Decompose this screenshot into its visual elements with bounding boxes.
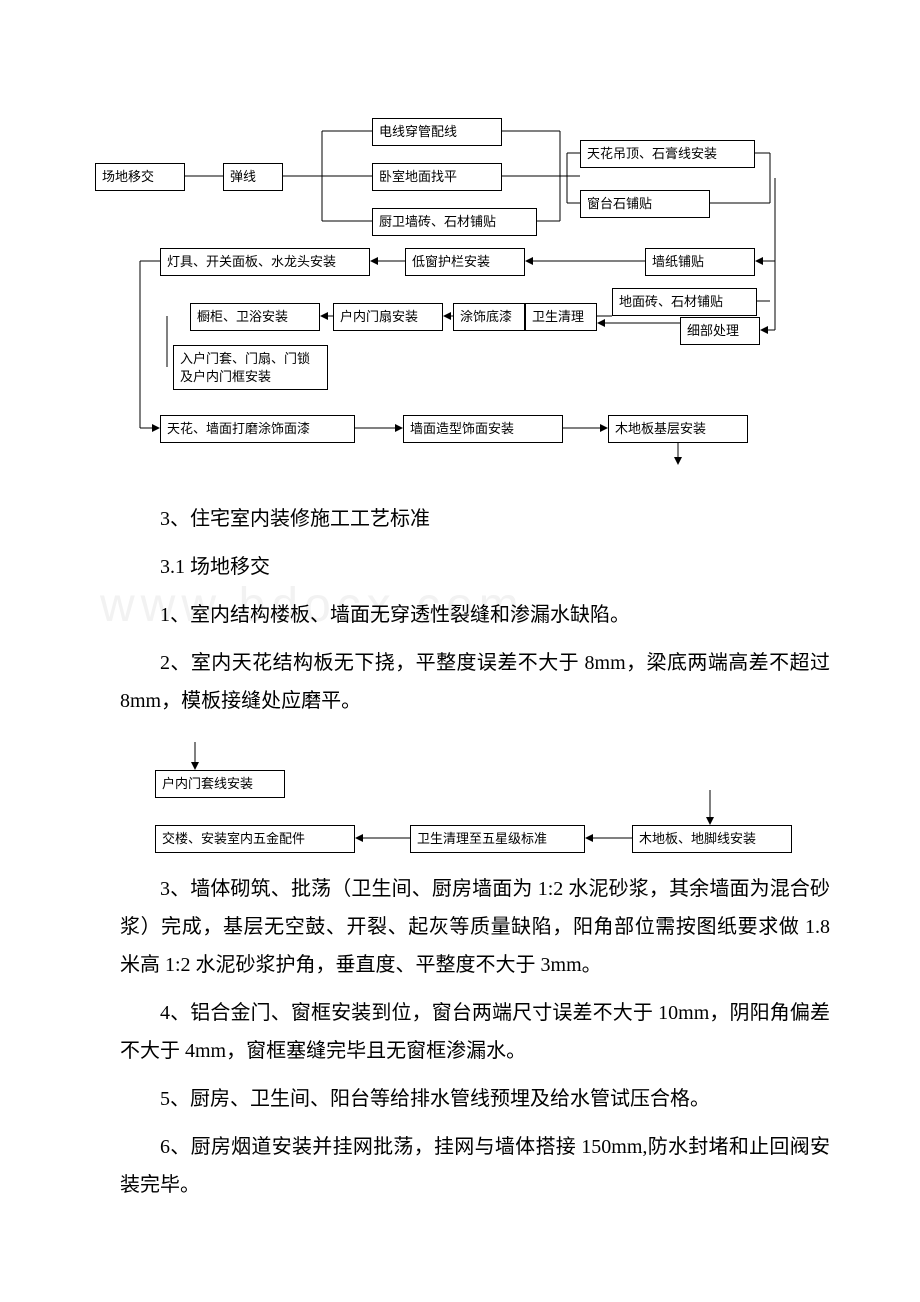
flow-node-m3: 卫生清理至五星级标准	[410, 825, 585, 853]
flow-node-n1: 场地移交	[95, 163, 185, 191]
flow-node-n16: 橱柜、卫浴安装	[190, 303, 320, 331]
flow-node-m1: 户内门套线安装	[155, 770, 285, 798]
flowchart-middle: 户内门套线安装交楼、安装室内五金配件 卫生清理至五星级标准 木地板、地脚线安装	[0, 730, 920, 860]
para-4: 4、铝合金门、窗框安装到位，窗台两端尺寸误差不大于 10mm，阴阳角偏差不大于 …	[120, 994, 830, 1070]
flowchart-top: 场地移交 弹线 电线穿管配线卧室地面找平厨卫墙砖、石材铺贴 天花吊顶、石膏线安装窗台石…	[0, 0, 920, 470]
heading-3: 3、住宅室内装修施工工艺标准	[120, 500, 830, 538]
para-6: 6、厨房烟道安装并挂网批荡，挂网与墙体搭接 150mm,防水封堵和止回阀安装完毕…	[120, 1128, 830, 1204]
flow-node-n4: 卧室地面找平	[372, 163, 502, 191]
flow-node-n14: 涂饰底漆	[453, 303, 525, 331]
flow-node-n10: 墙纸铺贴	[645, 248, 755, 276]
flow-node-n18: 天花、墙面打磨涂饰面漆	[160, 415, 355, 443]
flow-node-n13: 卫生清理	[525, 303, 597, 331]
text-section-1: www.bdocx.com 3、住宅室内装修施工工艺标准 3.1 场地移交 1、…	[0, 500, 920, 720]
flow-node-n3: 电线穿管配线	[372, 118, 502, 146]
flow-node-n9: 低窗护栏安装	[405, 248, 525, 276]
para-1: 1、室内结构楼板、墙面无穿透性裂缝和渗漏水缺陷。	[120, 596, 830, 634]
para-5: 5、厨房、卫生间、阳台等给排水管线预埋及给水管试压合格。	[120, 1080, 830, 1118]
para-3: 3、墙体砌筑、批荡（卫生间、厨房墙面为 1:2 水泥砂浆，其余墙面为混合砂浆）完…	[120, 870, 830, 984]
flow-node-n12: 细部处理	[680, 317, 760, 345]
flow-node-m4: 木地板、地脚线安装	[632, 825, 792, 853]
flow-node-n8: 灯具、开关面板、水龙头安装	[160, 248, 370, 276]
flow-node-n5: 厨卫墙砖、石材铺贴	[372, 208, 537, 236]
flow-node-n17: 入户门套、门扇、门锁及户内门框安装	[173, 345, 328, 390]
page: 场地移交 弹线 电线穿管配线卧室地面找平厨卫墙砖、石材铺贴 天花吊顶、石膏线安装窗台石…	[0, 0, 920, 1204]
text-section-2: 3、墙体砌筑、批荡（卫生间、厨房墙面为 1:2 水泥砂浆，其余墙面为混合砂浆）完…	[0, 870, 920, 1204]
flow-node-m2: 交楼、安装室内五金配件	[155, 825, 355, 853]
flow-node-n6: 天花吊顶、石膏线安装	[580, 140, 755, 168]
flow-node-n7: 窗台石铺贴	[580, 190, 710, 218]
para-2: 2、室内天花结构板无下挠，平整度误差不大于 8mm，梁底两端高差不超过 8mm，…	[120, 644, 830, 720]
flow-node-n11: 地面砖、石材铺贴	[612, 288, 757, 316]
flow-node-n2: 弹线	[223, 163, 283, 191]
flow-node-n20: 木地板基层安装	[608, 415, 748, 443]
flow-node-n19: 墙面造型饰面安装	[403, 415, 563, 443]
heading-3-1: 3.1 场地移交	[120, 548, 830, 586]
flow-node-n15: 户内门扇安装	[333, 303, 443, 331]
